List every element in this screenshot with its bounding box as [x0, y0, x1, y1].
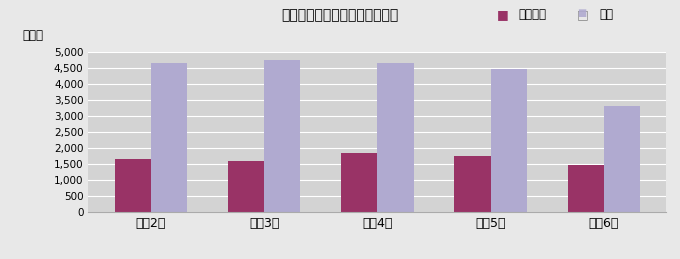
- Text: 原付: 原付: [599, 8, 613, 21]
- Text: ■: ■: [496, 8, 508, 21]
- Bar: [264, 60, 301, 212]
- Text: （台）: （台）: [22, 29, 43, 42]
- Bar: [377, 63, 413, 212]
- Bar: [604, 106, 640, 212]
- Bar: [228, 161, 264, 212]
- Text: 自動二輪車・原動機付自転車別: 自動二輪車・原動機付自転車別: [282, 8, 398, 22]
- Text: ■: ■: [577, 8, 586, 18]
- Bar: [491, 69, 527, 212]
- Text: 自動二輪: 自動二輪: [519, 8, 547, 21]
- Bar: [454, 156, 491, 212]
- Bar: [115, 159, 151, 212]
- Bar: [568, 164, 604, 212]
- Bar: [151, 63, 187, 212]
- Bar: [341, 153, 377, 212]
- Text: □: □: [577, 8, 588, 21]
